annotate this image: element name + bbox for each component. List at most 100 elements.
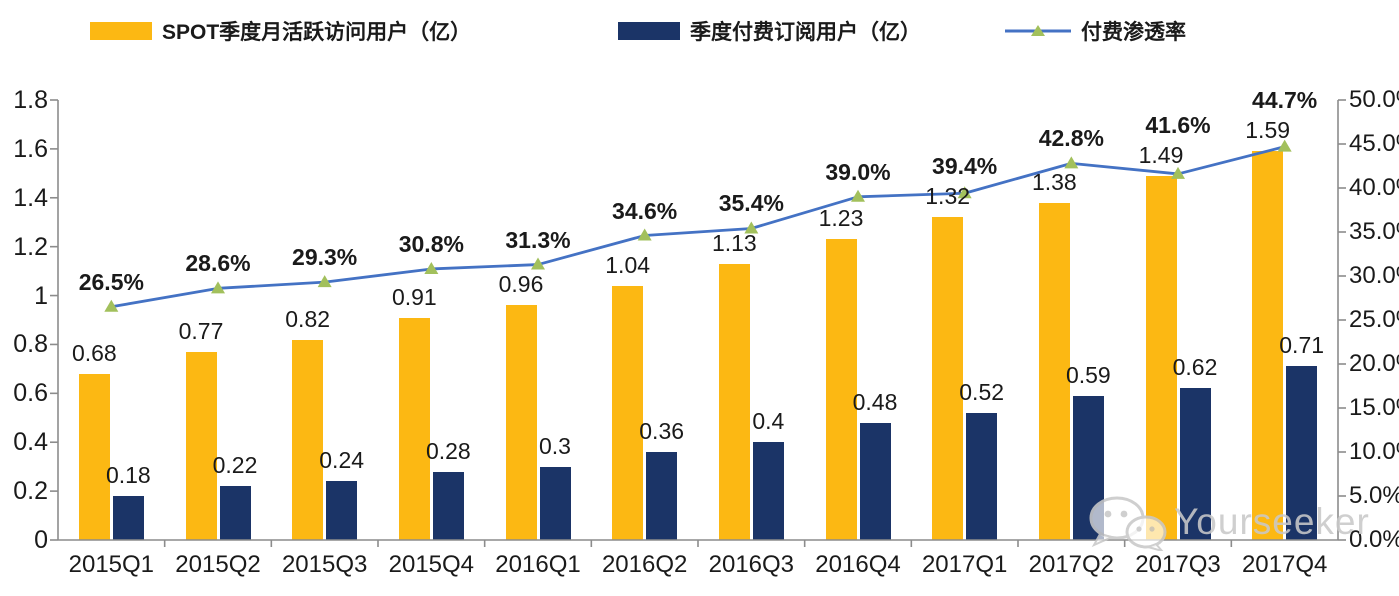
left-axis-tick-label: 1.2 bbox=[13, 232, 48, 261]
subscribers-bar bbox=[219, 486, 251, 540]
right-axis-tick-label: 15.0% bbox=[1349, 394, 1399, 421]
line-marker-swatch-icon bbox=[1005, 25, 1071, 36]
legend-item-penetration: 付费渗透率 bbox=[1005, 16, 1186, 46]
subscribers-bar bbox=[326, 481, 358, 540]
right-axis-tick-label: 25.0% bbox=[1349, 306, 1399, 333]
triangle-marker-icon bbox=[104, 299, 119, 312]
triangle-marker-icon bbox=[637, 228, 652, 241]
subscribers-bar bbox=[539, 466, 571, 540]
mau-value-label: 1.32 bbox=[925, 183, 971, 210]
mau-bar-swatch-icon bbox=[90, 22, 152, 40]
penetration-value-label: 26.5% bbox=[78, 268, 144, 295]
triangle-marker-icon bbox=[1277, 139, 1292, 152]
x-axis-label: 2015Q3 bbox=[281, 551, 368, 578]
mau-value-label: 1.04 bbox=[605, 251, 651, 278]
left-axis-tick-label: 0.4 bbox=[13, 428, 48, 457]
subscribers-value-label: 0.48 bbox=[852, 388, 898, 415]
triangle-marker-icon bbox=[851, 189, 865, 202]
mau-bar bbox=[612, 285, 644, 540]
right-axis-tick-label: 45.0% bbox=[1349, 130, 1399, 157]
penetration-value-label: 30.8% bbox=[398, 230, 464, 257]
penetration-value-label: 39.0% bbox=[825, 158, 891, 185]
subscribers-value-label: 0.28 bbox=[425, 437, 471, 464]
subscribers-value-label: 0.4 bbox=[752, 408, 785, 435]
mau-value-label: 1.38 bbox=[1031, 168, 1077, 195]
x-axis-label: 2017Q1 bbox=[921, 551, 1008, 578]
subscribers-bar bbox=[1286, 366, 1318, 540]
penetration-value-label: 39.4% bbox=[932, 153, 998, 180]
mau-bar bbox=[185, 351, 217, 540]
x-axis-label: 2015Q1 bbox=[68, 551, 155, 578]
mau-bar bbox=[1145, 175, 1177, 540]
subscribers-bar bbox=[112, 496, 144, 540]
mau-bar bbox=[505, 305, 537, 540]
left-axis-tick-label: 0.6 bbox=[13, 379, 48, 408]
subscribers-bar bbox=[1179, 388, 1211, 540]
mau-bar bbox=[1252, 151, 1284, 540]
mau-bar bbox=[932, 217, 964, 540]
legend-label-penetration: 付费渗透率 bbox=[1081, 21, 1186, 44]
legend-item-subscribers: 季度付费订阅用户（亿） bbox=[618, 16, 921, 46]
left-axis-tick-label: 1.6 bbox=[13, 134, 48, 163]
legend-label-subscribers: 季度付费订阅用户（亿） bbox=[690, 21, 921, 44]
mau-value-label: 1.59 bbox=[1245, 117, 1291, 144]
penetration-value-label: 42.8% bbox=[1038, 125, 1104, 152]
mau-bar bbox=[825, 239, 857, 540]
right-axis-tick-label: 35.0% bbox=[1349, 218, 1399, 245]
x-axis-label: 2017Q3 bbox=[1135, 551, 1221, 578]
right-axis-tick-label: 30.0% bbox=[1349, 262, 1399, 289]
mau-value-label: 1.23 bbox=[818, 205, 864, 232]
subscribers-value-label: 0.18 bbox=[105, 462, 151, 488]
right-axis-tick-label: 0.0% bbox=[1349, 526, 1399, 553]
penetration-value-label: 28.6% bbox=[185, 250, 251, 277]
mau-bar bbox=[292, 339, 324, 540]
mau-bar bbox=[398, 317, 430, 540]
triangle-marker-icon bbox=[424, 261, 439, 274]
triangle-marker-icon bbox=[531, 257, 545, 270]
subscribers-value-label: 0.3 bbox=[539, 432, 571, 459]
mau-value-label: 0.91 bbox=[391, 283, 437, 310]
penetration-value-label: 34.6% bbox=[612, 197, 678, 224]
triangle-marker-icon bbox=[211, 281, 225, 294]
subscribers-value-label: 0.62 bbox=[1172, 354, 1218, 381]
penetration-line bbox=[111, 145, 1286, 309]
left-axis-tick-label: 0.2 bbox=[13, 477, 48, 506]
x-axis-label: 2015Q2 bbox=[175, 551, 261, 578]
subscribers-bar bbox=[752, 442, 784, 540]
right-axis-tick-label: 40.0% bbox=[1349, 174, 1399, 201]
penetration-value-label: 29.3% bbox=[292, 244, 358, 271]
subscribers-value-label: 0.71 bbox=[1279, 332, 1325, 359]
mau-bar bbox=[1038, 202, 1070, 540]
left-axis-tick-label: 0 bbox=[34, 526, 48, 554]
subscribers-value-label: 0.52 bbox=[959, 378, 1005, 405]
x-axis-label: 2017Q4 bbox=[1241, 551, 1328, 578]
legend-item-mau: SPOT季度月活跃访问用户（亿） bbox=[90, 16, 471, 46]
mau-bar bbox=[718, 263, 750, 540]
x-axis-label: 2016Q1 bbox=[495, 551, 581, 578]
left-axis-tick-label: 1.8 bbox=[13, 86, 48, 114]
penetration-value-label: 35.4% bbox=[718, 190, 784, 217]
triangle-marker-icon bbox=[1171, 166, 1185, 179]
subscribers-bar bbox=[646, 452, 678, 540]
left-axis-tick-label: 0.8 bbox=[13, 330, 48, 359]
mau-value-label: 1.49 bbox=[1138, 141, 1184, 168]
triangle-marker-icon bbox=[317, 275, 332, 288]
mau-value-label: 0.68 bbox=[71, 339, 117, 366]
mau-bar bbox=[78, 373, 110, 540]
subscribers-bar bbox=[432, 471, 464, 540]
triangle-marker-icon bbox=[1064, 156, 1079, 169]
x-axis-label: 2015Q4 bbox=[388, 551, 475, 578]
x-axis-label: 2016Q3 bbox=[708, 551, 795, 578]
x-axis-label: 2017Q2 bbox=[1028, 551, 1115, 578]
subscribers-value-label: 0.24 bbox=[319, 447, 365, 474]
subscribers-value-label: 0.59 bbox=[1065, 361, 1111, 388]
mau-value-label: 0.96 bbox=[498, 271, 544, 298]
subscribers-bar bbox=[966, 412, 998, 540]
x-axis-label: 2016Q2 bbox=[601, 551, 688, 578]
right-axis-tick-label: 10.0% bbox=[1349, 438, 1399, 465]
mau-value-label: 0.77 bbox=[178, 317, 224, 344]
